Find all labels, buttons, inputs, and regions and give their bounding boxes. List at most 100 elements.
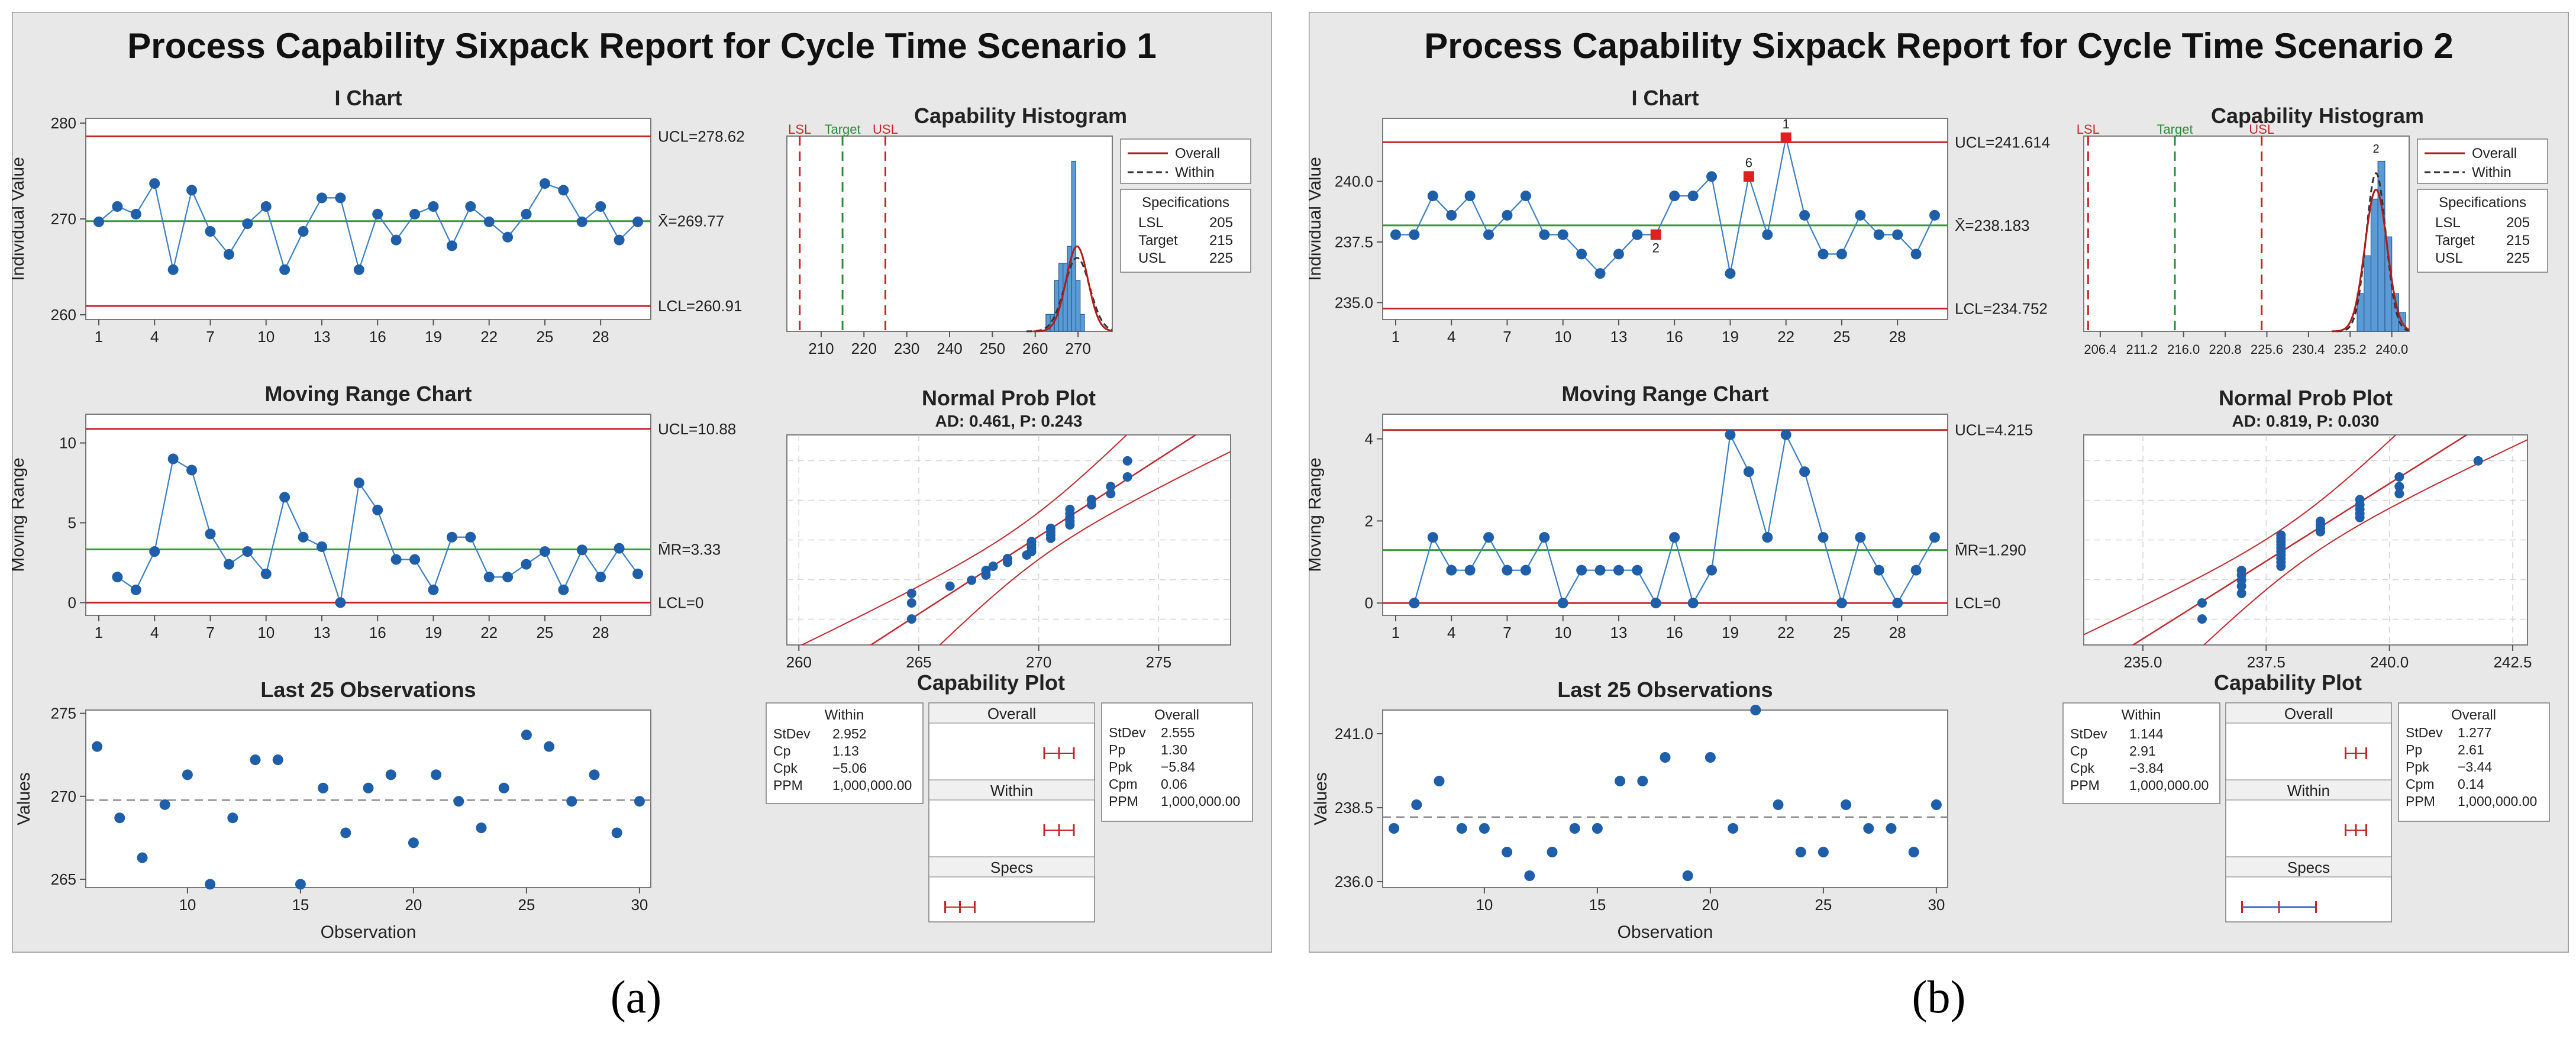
ichart-point (1706, 171, 1718, 182)
last25-point (1524, 870, 1535, 881)
capplot-overall-value: 2.61 (2458, 742, 2484, 757)
ichart-point (1669, 191, 1680, 202)
legend-overall-label: Overall (1175, 146, 1220, 162)
ichart-cl-label: X̄=238.183 (1955, 217, 2030, 234)
ichart-xtick-label: 10 (257, 328, 275, 346)
histogram-legend (1120, 138, 1251, 184)
ichart-point (279, 264, 290, 275)
ichart-ylabel: Individual Value (1309, 157, 1325, 281)
capplot-row-header (2225, 856, 2392, 878)
last25-point (1931, 799, 1942, 810)
last25-title: Last 25 Observations (1557, 678, 1773, 702)
mrchart-point (483, 572, 495, 583)
ichart-title: I Chart (1631, 86, 1699, 110)
last25-point (272, 754, 283, 766)
capplot-overall-key: Cpm (1109, 776, 1138, 792)
probplot-point (967, 575, 977, 585)
ichart-point (409, 208, 421, 220)
mrchart-point (558, 584, 569, 595)
mrchart-ucl-label: UCL=4.215 (1955, 421, 2033, 439)
ichart-point (1855, 209, 1866, 221)
mrchart-xtick-label: 1 (1392, 624, 1400, 641)
ichart-point (1539, 229, 1550, 240)
last25-point (295, 879, 306, 890)
capplot-within-key: PPM (2070, 778, 2100, 793)
mrchart-xtick-label: 7 (206, 624, 214, 641)
histogram-xtick-label: 230.4 (2292, 342, 2325, 357)
ichart-point (1409, 229, 1420, 240)
mrchart-point (242, 546, 253, 557)
last25-point (1456, 823, 1467, 834)
mrchart-point (316, 541, 327, 552)
report-title: Process Capability Sixpack Report for Cy… (127, 26, 1157, 66)
ichart-xtick-label: 16 (1666, 328, 1683, 346)
ichart-point (576, 216, 587, 227)
ichart-point (390, 234, 402, 246)
last25-point (1908, 847, 1919, 857)
probplot-point (988, 561, 998, 571)
mrchart-point (335, 597, 346, 608)
last25-point (1728, 823, 1739, 834)
capplot-row-label: Specs (2287, 859, 2330, 876)
probplot-point (1106, 489, 1116, 499)
mrchart-cl-label: M̄R=1.290 (1955, 541, 2026, 559)
ichart-point (428, 201, 439, 212)
ichart-plot-area (85, 118, 651, 320)
mrchart-point (409, 554, 421, 565)
last25-point (1841, 799, 1852, 810)
last25-point (1773, 799, 1784, 810)
ichart-plot-area (1382, 118, 1948, 320)
mrchart-point (1427, 532, 1438, 543)
probplot-point (2236, 588, 2246, 598)
capplot-overall-key: StDev (1109, 725, 1146, 740)
mrchart-point (1613, 564, 1624, 576)
ichart-ytick-label: 260 (51, 306, 76, 324)
histogram-xtick-label: 240 (937, 340, 962, 357)
last25-point (453, 796, 464, 807)
probplot-point (2394, 489, 2404, 499)
last25-plot-area (85, 709, 651, 888)
probplot-point (2197, 614, 2207, 624)
mrchart-xtick-label: 16 (1666, 624, 1683, 641)
probplot-xtick-label: 237.5 (2247, 653, 2286, 671)
capplot-overall-key: StDev (2406, 725, 2443, 740)
ichart-point (1725, 268, 1736, 279)
capplot-overall-title: Overall (1154, 707, 1199, 723)
ichart-point (1613, 249, 1624, 260)
mrchart-point (1464, 564, 1476, 576)
ichart-point (502, 231, 514, 243)
capplot-row-header (928, 702, 1095, 724)
mrchart-point (1594, 564, 1606, 576)
last25-point (159, 799, 170, 810)
capplot-row-label: Specs (990, 859, 1033, 876)
probplot-point (1045, 523, 1055, 533)
last25-ytick-label: 241.0 (1335, 725, 1373, 743)
mrchart-point (576, 544, 587, 556)
ichart-point (316, 192, 327, 204)
mrchart-point (1706, 564, 1718, 576)
mrchart-point (1836, 598, 1847, 609)
last25-point (227, 812, 238, 824)
mrchart-point (595, 572, 606, 583)
ichart-point (1390, 229, 1401, 240)
probplot-point (945, 581, 955, 591)
histogram-lsl-label: LSL (788, 122, 811, 137)
probplot-xtick-label: 265 (906, 653, 931, 671)
last25-xtick-label: 10 (1476, 896, 1493, 914)
last25-xlabel: Observation (1618, 922, 1713, 942)
ichart-out-point (1743, 171, 1754, 182)
mrchart-point (260, 568, 272, 579)
ichart-point (1873, 229, 1884, 240)
last25-point (1886, 823, 1897, 834)
probplot-point (2355, 495, 2365, 505)
mrchart-xtick-label: 22 (480, 624, 498, 641)
ichart-point (223, 249, 234, 260)
mrchart-point (614, 543, 625, 554)
probplot-lines (2084, 435, 2527, 645)
last25-point (589, 769, 600, 780)
ichart-xtick-label: 10 (1554, 328, 1571, 346)
probplot-xtick-label: 235.0 (2123, 653, 2162, 671)
probplot-title: Normal Prob Plot (922, 386, 1096, 410)
specs-row-value: 225 (1209, 250, 1233, 266)
ichart-xtick-label: 1 (1392, 328, 1400, 346)
